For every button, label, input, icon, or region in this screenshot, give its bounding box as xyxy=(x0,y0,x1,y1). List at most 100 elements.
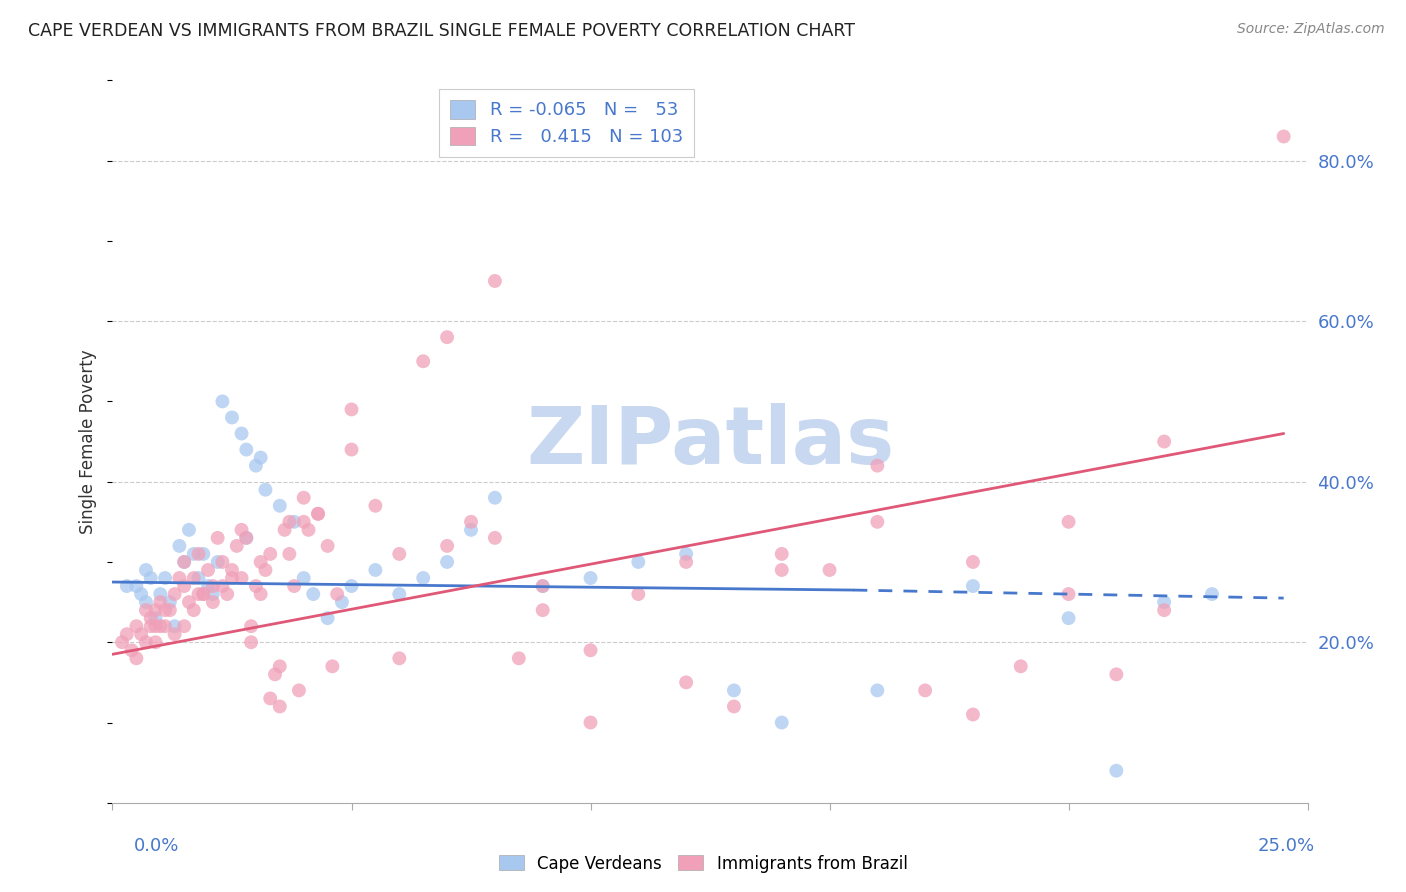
Point xyxy=(388,547,411,561)
Point xyxy=(240,619,263,633)
Point xyxy=(149,587,172,601)
Point xyxy=(316,539,339,553)
Point xyxy=(163,627,186,641)
Point xyxy=(460,523,482,537)
Point xyxy=(770,715,793,730)
Point xyxy=(187,547,209,561)
Point xyxy=(259,691,281,706)
Point xyxy=(187,571,209,585)
Point xyxy=(675,675,697,690)
Text: CAPE VERDEAN VS IMMIGRANTS FROM BRAZIL SINGLE FEMALE POVERTY CORRELATION CHART: CAPE VERDEAN VS IMMIGRANTS FROM BRAZIL S… xyxy=(28,22,855,40)
Point xyxy=(292,571,315,585)
Point xyxy=(292,515,315,529)
Point xyxy=(330,595,353,609)
Point xyxy=(173,555,195,569)
Point xyxy=(225,539,247,553)
Point xyxy=(231,571,253,585)
Point xyxy=(249,450,271,465)
Point xyxy=(484,531,506,545)
Point xyxy=(340,579,363,593)
Point xyxy=(254,563,277,577)
Legend: Cape Verdeans, Immigrants from Brazil: Cape Verdeans, Immigrants from Brazil xyxy=(492,848,914,880)
Point xyxy=(292,491,315,505)
Point xyxy=(245,458,267,473)
Point xyxy=(183,547,205,561)
Point xyxy=(302,587,325,601)
Point xyxy=(1153,595,1175,609)
Point xyxy=(197,579,219,593)
Point xyxy=(866,515,889,529)
Point xyxy=(177,523,200,537)
Point xyxy=(412,354,434,368)
Point xyxy=(169,539,191,553)
Point xyxy=(139,571,162,585)
Point xyxy=(1057,515,1080,529)
Point xyxy=(675,547,697,561)
Point xyxy=(159,595,181,609)
Point xyxy=(145,619,167,633)
Point xyxy=(245,579,267,593)
Point xyxy=(121,643,143,657)
Point xyxy=(201,587,224,601)
Point xyxy=(326,587,349,601)
Point xyxy=(866,683,889,698)
Point xyxy=(235,442,257,457)
Point xyxy=(484,274,506,288)
Point xyxy=(125,619,148,633)
Point xyxy=(364,563,387,577)
Point xyxy=(149,595,172,609)
Point xyxy=(139,619,162,633)
Point xyxy=(249,555,271,569)
Point xyxy=(675,555,697,569)
Point xyxy=(145,611,167,625)
Point xyxy=(436,539,458,553)
Point xyxy=(627,587,650,601)
Point xyxy=(1153,434,1175,449)
Point xyxy=(269,699,291,714)
Point xyxy=(962,579,984,593)
Legend: R = -0.065   N =   53, R =   0.415   N = 103: R = -0.065 N = 53, R = 0.415 N = 103 xyxy=(439,89,695,157)
Point xyxy=(1105,667,1128,681)
Point xyxy=(460,515,482,529)
Point xyxy=(139,611,162,625)
Point xyxy=(163,587,186,601)
Point xyxy=(259,547,281,561)
Point xyxy=(579,715,602,730)
Point xyxy=(159,603,181,617)
Point xyxy=(201,595,224,609)
Text: ZIPatlas: ZIPatlas xyxy=(526,402,894,481)
Point xyxy=(283,579,305,593)
Point xyxy=(321,659,343,673)
Text: 25.0%: 25.0% xyxy=(1257,837,1315,855)
Point xyxy=(254,483,277,497)
Point xyxy=(531,579,554,593)
Y-axis label: Single Female Poverty: Single Female Poverty xyxy=(79,350,97,533)
Point xyxy=(249,587,271,601)
Point xyxy=(531,603,554,617)
Point xyxy=(412,571,434,585)
Point xyxy=(484,491,506,505)
Point xyxy=(235,531,257,545)
Point xyxy=(135,635,157,649)
Point xyxy=(231,523,253,537)
Point xyxy=(193,587,215,601)
Point xyxy=(111,635,134,649)
Point xyxy=(129,627,152,641)
Point xyxy=(115,579,138,593)
Point xyxy=(221,563,243,577)
Point xyxy=(145,635,167,649)
Point xyxy=(307,507,329,521)
Point xyxy=(135,595,157,609)
Point xyxy=(273,523,295,537)
Point xyxy=(818,563,841,577)
Point xyxy=(1153,603,1175,617)
Text: 0.0%: 0.0% xyxy=(134,837,179,855)
Point xyxy=(211,555,233,569)
Point xyxy=(723,699,745,714)
Point xyxy=(269,659,291,673)
Point xyxy=(770,547,793,561)
Point xyxy=(388,651,411,665)
Point xyxy=(283,515,305,529)
Point xyxy=(579,643,602,657)
Point xyxy=(579,571,602,585)
